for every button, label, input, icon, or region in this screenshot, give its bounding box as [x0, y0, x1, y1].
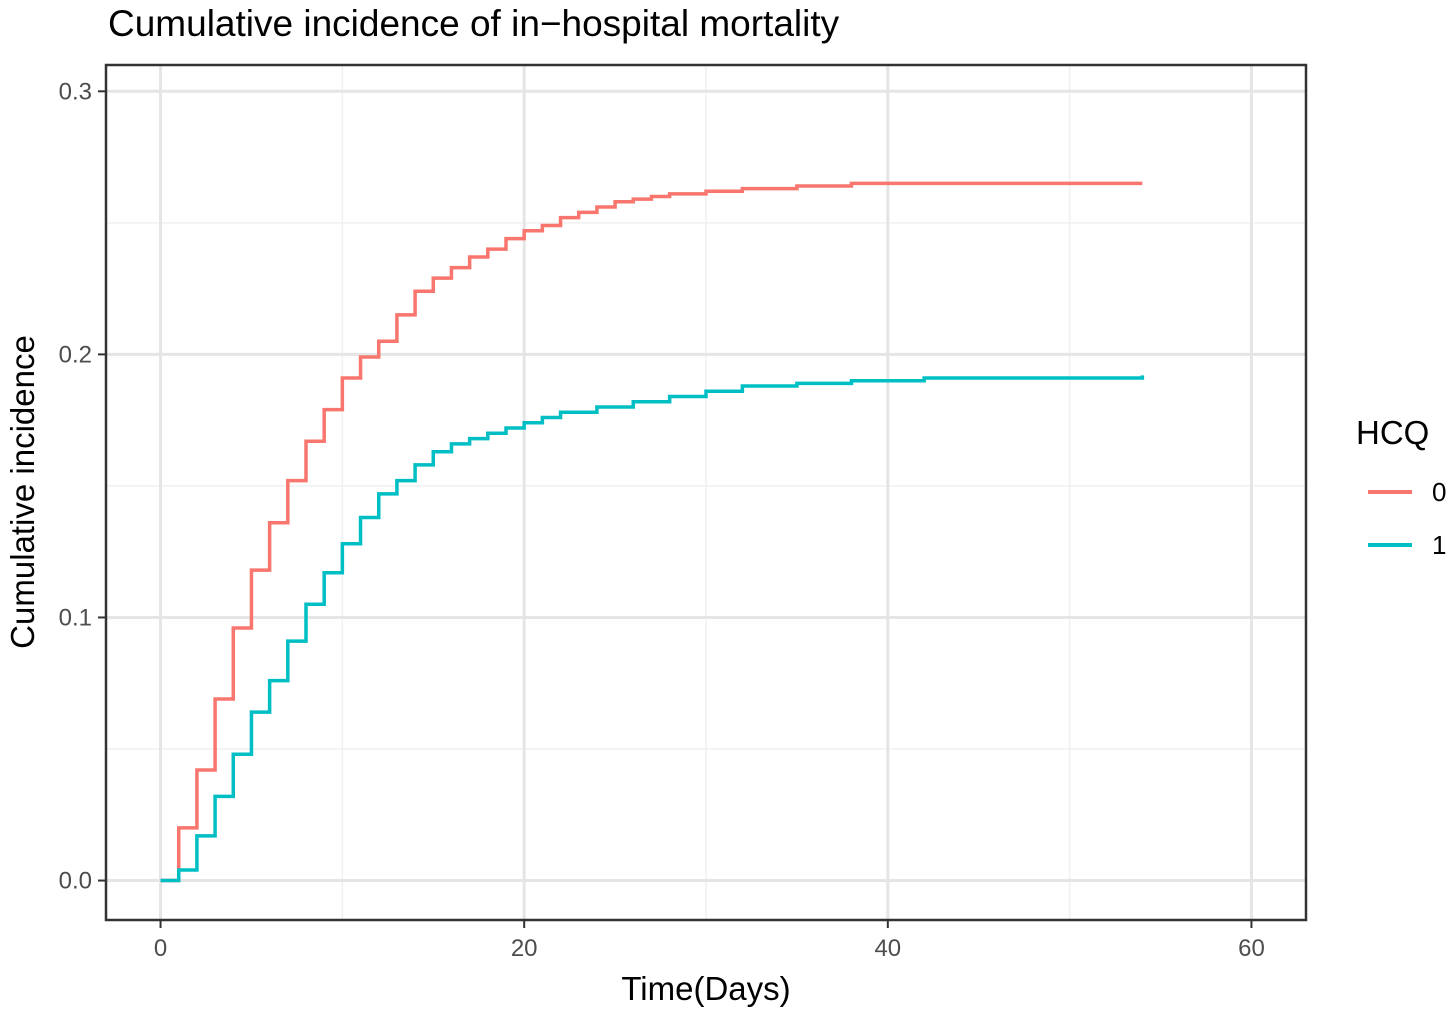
legend-title: HCQ: [1356, 414, 1429, 451]
plot-panel-border: [104, 63, 1308, 922]
legend-label-series-0: 0: [1432, 477, 1446, 507]
y-tick-label: 0.0: [59, 868, 92, 895]
y-tick-label: 0.2: [59, 341, 92, 368]
y-tick-label: 0.1: [59, 604, 92, 631]
y-axis-title: Cumulative incidence: [4, 335, 41, 649]
x-axis-title: Time(Days): [621, 970, 790, 1007]
series-line-0: [160, 181, 1143, 883]
legend-label-series-1: 1: [1432, 530, 1446, 560]
x-tick-label: 0: [154, 935, 167, 962]
x-tick-label: 40: [874, 935, 901, 962]
series-lines: [160, 181, 1145, 883]
series-line-1: [160, 375, 1145, 883]
chart-title: Cumulative incidence of in−hospital mort…: [108, 3, 840, 44]
minor-gridlines: [106, 65, 1306, 920]
x-tick-label: 60: [1238, 935, 1265, 962]
y-tick-label: 0.3: [59, 78, 92, 105]
x-tick-label: 20: [511, 935, 538, 962]
y-axis: 0.0 0.1 0.2 0.3: [59, 78, 106, 895]
legend: HCQ 0 1: [1356, 414, 1446, 560]
x-axis: 0 20 40 60: [154, 920, 1265, 962]
